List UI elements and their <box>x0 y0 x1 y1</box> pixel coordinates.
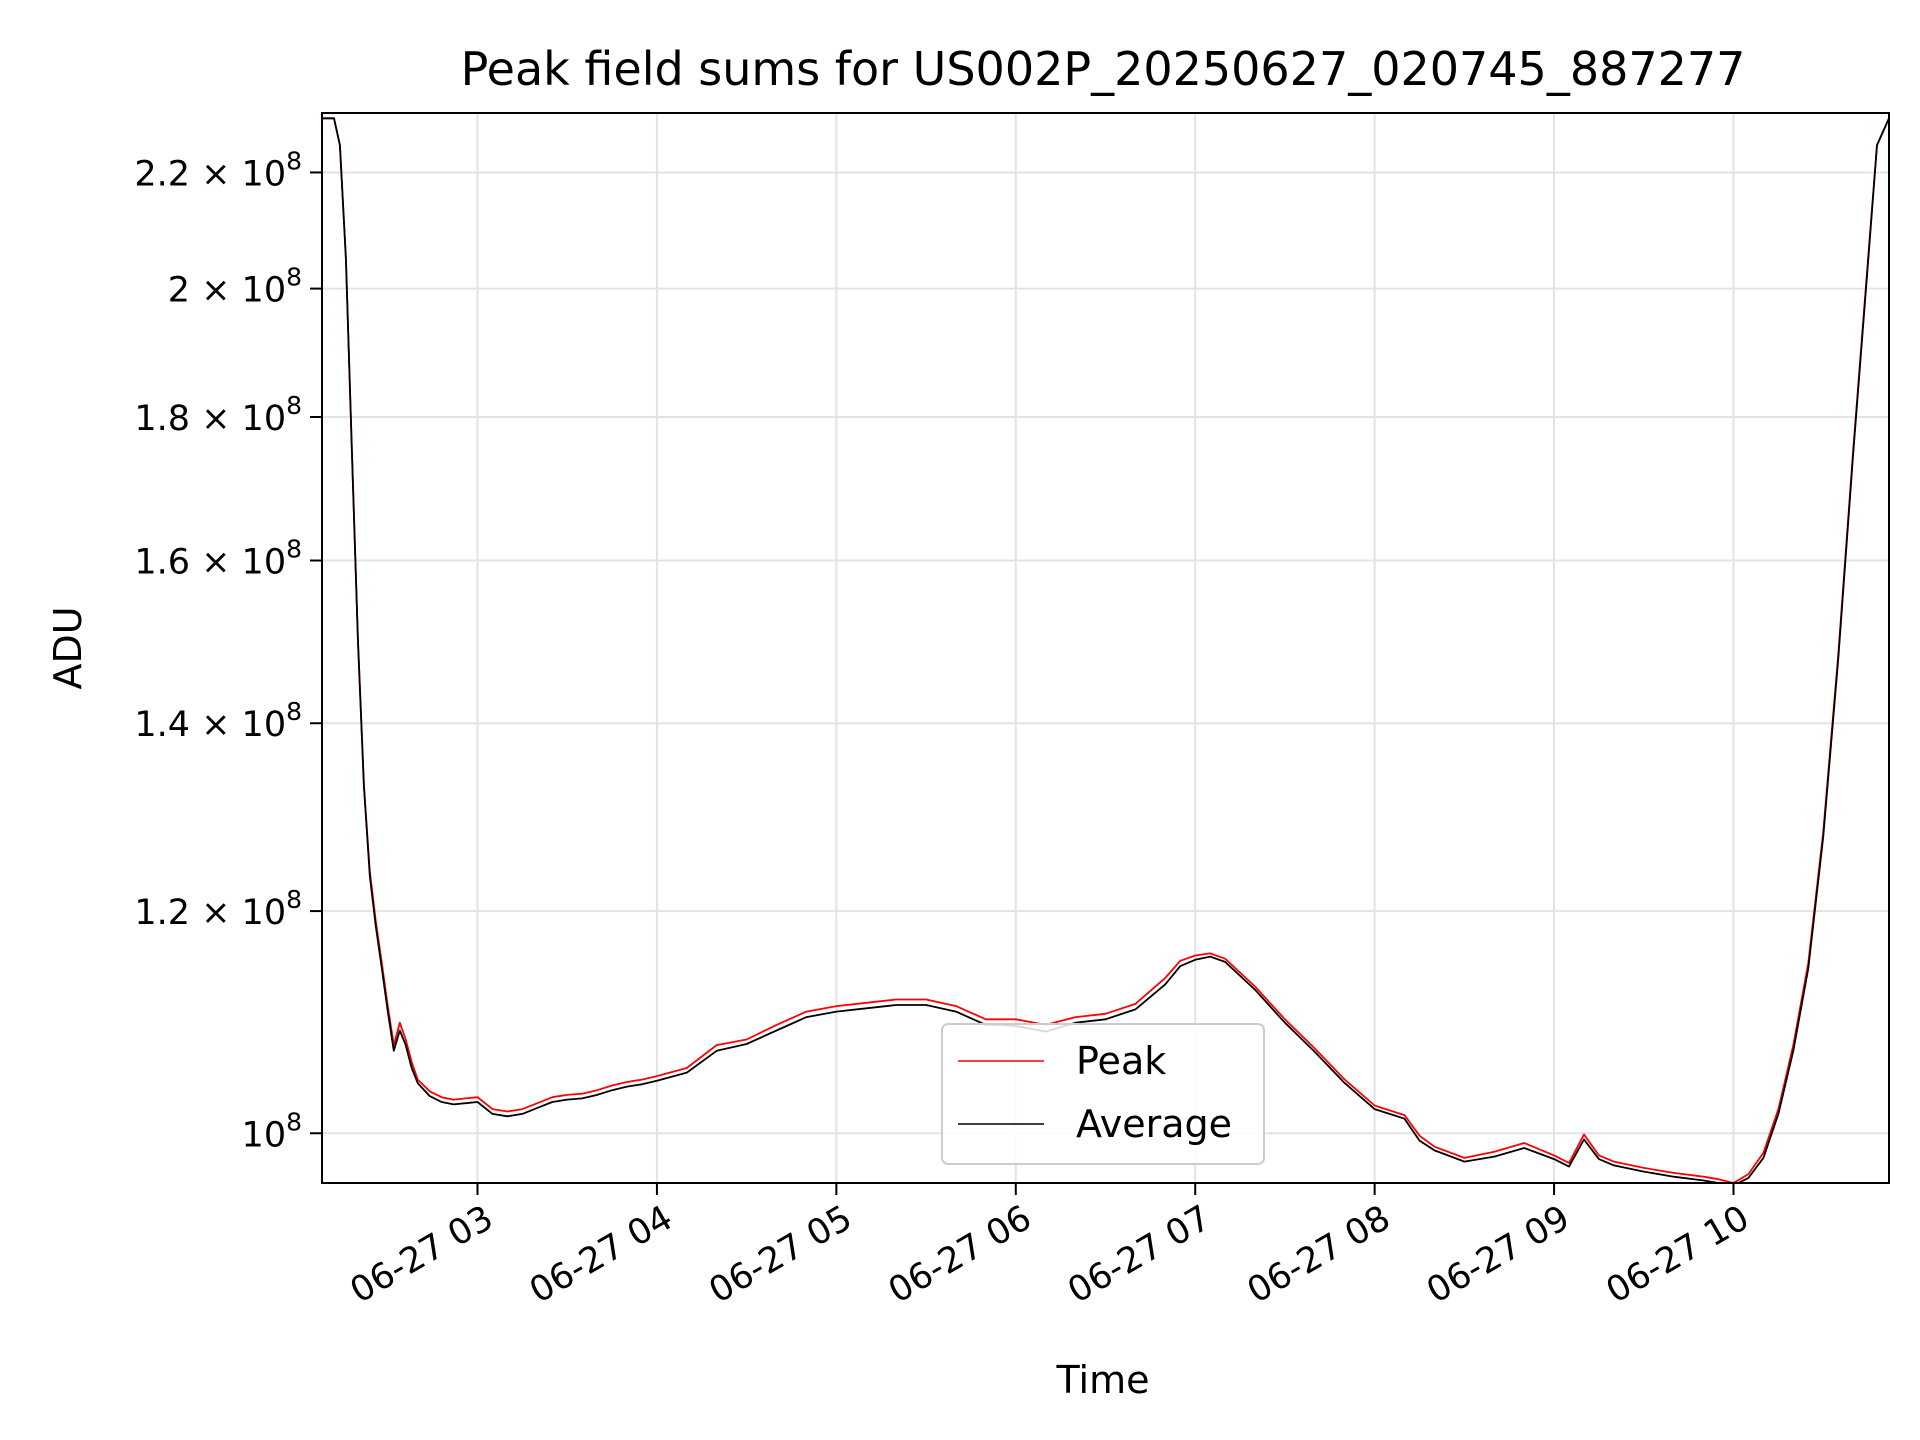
y-tick-label: 1.2 × 108 <box>134 885 302 933</box>
series-line-peak <box>322 117 1889 1183</box>
legend-box <box>941 1023 1265 1165</box>
legend-label-peak: Peak <box>1076 1039 1166 1083</box>
y-tick-label: 108 <box>242 1107 302 1155</box>
x-axis-label: Time <box>1056 1358 1150 1402</box>
y-tick-label: 1.4 × 108 <box>134 697 302 745</box>
legend-label-average: Average <box>1076 1102 1232 1146</box>
y-tick-label: 1.8 × 108 <box>134 391 302 439</box>
chart-title: Peak field sums for US002P_20250627_0207… <box>461 42 1746 96</box>
legend: Peak Average <box>941 1023 1265 1165</box>
plot-frame <box>321 112 1890 1184</box>
y-tick-label: 1.6 × 108 <box>134 535 302 583</box>
y-tick-label: 2.2 × 108 <box>134 146 302 194</box>
y-tick-label: 2 × 108 <box>168 263 302 311</box>
y-axis-label: ADU <box>46 606 90 689</box>
